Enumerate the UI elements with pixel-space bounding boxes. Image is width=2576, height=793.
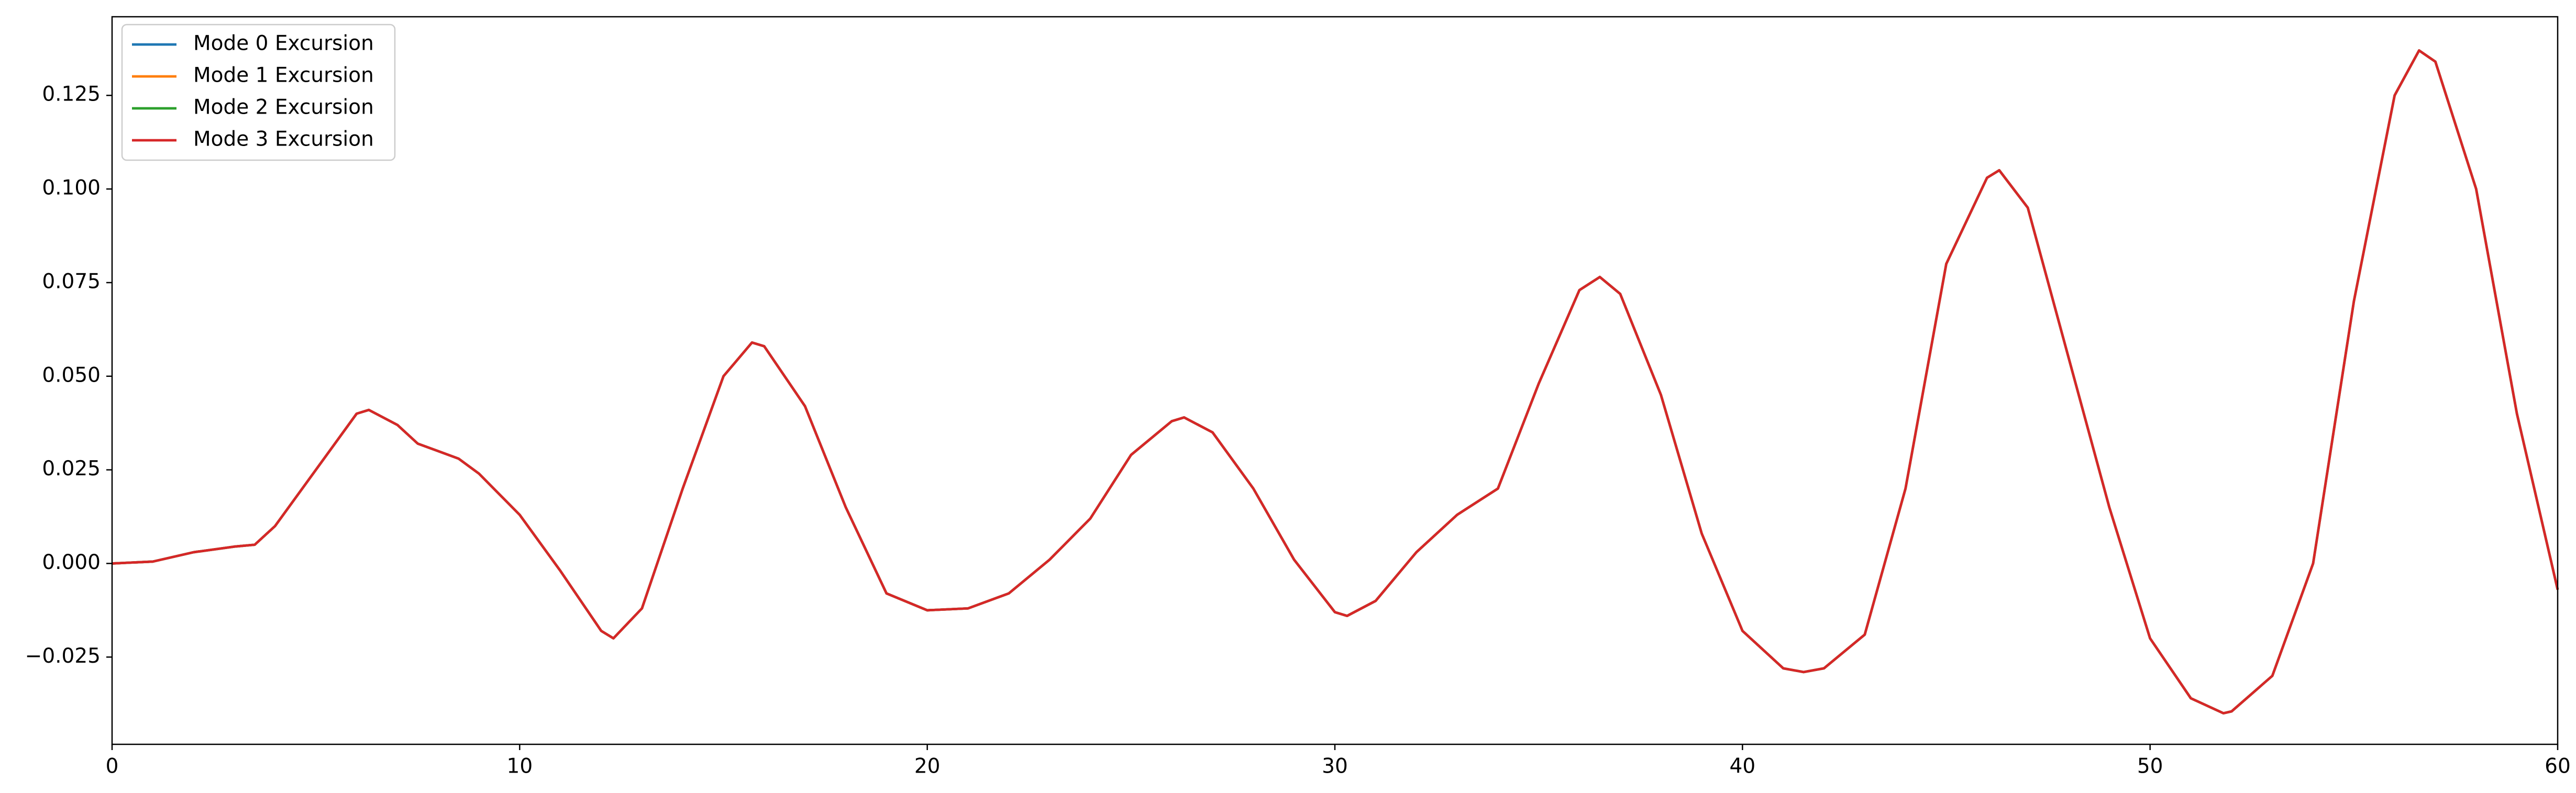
y-tick-label: −0.025 <box>25 644 101 668</box>
x-tick-label: 0 <box>106 755 119 778</box>
y-tick-label: 0.125 <box>42 83 101 106</box>
y-tick-label: 0.025 <box>42 457 101 481</box>
x-tick-label: 10 <box>507 755 533 778</box>
y-tick-label: 0.100 <box>42 176 101 200</box>
legend-label: Mode 2 Excursion <box>193 96 374 119</box>
y-tick-label: 0.000 <box>42 551 101 574</box>
legend-label: Mode 0 Excursion <box>193 32 374 55</box>
x-tick-label: 20 <box>914 755 941 778</box>
legend-label: Mode 3 Excursion <box>193 128 374 151</box>
legend-label: Mode 1 Excursion <box>193 64 374 87</box>
x-tick-label: 30 <box>1322 755 1348 778</box>
x-tick-label: 60 <box>2545 755 2571 778</box>
plot-frame <box>111 16 2559 745</box>
series-line <box>112 49 2559 714</box>
y-tick-label: 0.075 <box>42 270 101 293</box>
x-tick-label: 40 <box>1730 755 1756 778</box>
legend-box <box>121 24 396 161</box>
y-tick-label: 0.050 <box>42 363 101 387</box>
x-tick-label: 50 <box>2137 755 2163 778</box>
